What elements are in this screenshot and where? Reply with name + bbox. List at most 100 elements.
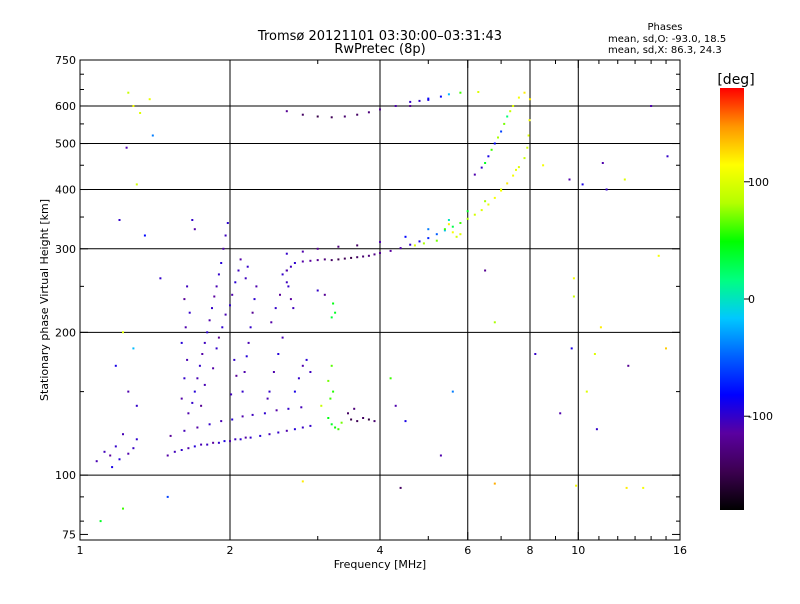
echo-point	[409, 243, 412, 246]
echo-point	[409, 100, 412, 103]
echo-point	[301, 480, 304, 483]
echo-point	[334, 311, 337, 314]
data-points	[95, 91, 669, 523]
echo-point	[251, 413, 254, 416]
echo-point	[213, 295, 216, 298]
echo-point	[466, 217, 469, 220]
echo-point	[169, 434, 172, 437]
echo-point	[212, 367, 215, 370]
echo-point	[316, 259, 319, 262]
echo-point	[200, 404, 203, 407]
echo-point	[255, 285, 258, 288]
echo-point	[222, 247, 225, 250]
echo-point	[135, 438, 138, 441]
y-tick-label: 200	[55, 326, 76, 339]
echo-point	[575, 484, 578, 487]
echo-point	[281, 336, 284, 339]
echo-point	[337, 245, 340, 248]
echo-point	[180, 449, 183, 451]
echo-point	[650, 105, 653, 107]
echo-point	[237, 269, 240, 272]
echo-point	[151, 134, 154, 137]
echo-point	[477, 91, 480, 93]
echo-point	[249, 436, 252, 439]
echo-point	[523, 91, 526, 94]
chart-subtitle: RwPretec (8p)	[334, 42, 425, 57]
echo-point	[330, 364, 333, 367]
echo-point	[275, 409, 278, 412]
echo-point	[300, 406, 303, 409]
echo-point	[233, 358, 236, 361]
echo-point	[666, 155, 669, 158]
echo-point	[188, 311, 191, 314]
echo-point	[193, 445, 196, 448]
echo-point	[201, 353, 204, 355]
echo-point	[581, 183, 584, 186]
echo-point	[221, 326, 224, 329]
echo-point	[208, 319, 211, 322]
echo-point	[570, 347, 573, 350]
echo-point	[367, 418, 370, 421]
echo-point	[243, 371, 246, 373]
echo-point	[118, 458, 121, 461]
echo-point	[180, 341, 183, 344]
echo-point	[500, 188, 503, 191]
x-tick-label: 4	[377, 544, 384, 557]
echo-point	[226, 222, 229, 224]
echo-point	[183, 377, 186, 380]
echo-point	[301, 250, 304, 253]
echo-point	[427, 98, 430, 101]
echo-point	[605, 188, 608, 191]
echo-point	[196, 426, 199, 429]
echo-point	[184, 326, 187, 329]
echo-point	[316, 289, 319, 292]
echo-point	[343, 257, 346, 260]
echo-point	[316, 115, 319, 118]
echo-point	[223, 440, 226, 443]
echo-point	[327, 417, 330, 419]
echo-point	[599, 326, 602, 329]
echo-point	[224, 313, 227, 316]
echo-point	[356, 420, 359, 423]
echo-point	[220, 262, 223, 264]
echo-point	[330, 423, 333, 426]
echo-point	[500, 189, 503, 192]
echo-point	[484, 269, 487, 272]
echo-point	[316, 247, 319, 250]
echo-point	[389, 249, 392, 252]
echo-point	[139, 112, 142, 114]
echo-point	[356, 113, 359, 116]
echo-point	[103, 450, 106, 453]
echo-point	[439, 95, 442, 98]
echo-point	[270, 321, 273, 324]
echo-point	[657, 254, 660, 257]
echo-point	[118, 219, 121, 221]
echo-point	[259, 434, 262, 437]
echo-point	[186, 285, 189, 288]
echo-point	[379, 252, 381, 254]
echo-point	[451, 390, 454, 393]
echo-point	[585, 390, 588, 393]
echo-point	[347, 412, 349, 415]
echo-point	[389, 377, 392, 380]
echo-point	[493, 196, 496, 199]
echo-point	[229, 440, 231, 443]
echo-point	[559, 412, 562, 415]
echo-point	[480, 209, 483, 212]
echo-point	[244, 277, 247, 280]
echo-point	[330, 116, 333, 119]
echo-point	[534, 353, 537, 355]
echo-point	[500, 130, 503, 133]
echo-point	[309, 371, 312, 373]
echo-point	[337, 428, 340, 431]
echo-point	[343, 115, 346, 118]
echo-point	[193, 228, 196, 231]
echo-point	[480, 166, 483, 169]
echo-point	[114, 364, 117, 367]
echo-point	[327, 379, 330, 382]
colorbar-tick-label: 0	[748, 293, 755, 306]
echo-point	[297, 377, 300, 380]
echo-point	[528, 119, 531, 122]
